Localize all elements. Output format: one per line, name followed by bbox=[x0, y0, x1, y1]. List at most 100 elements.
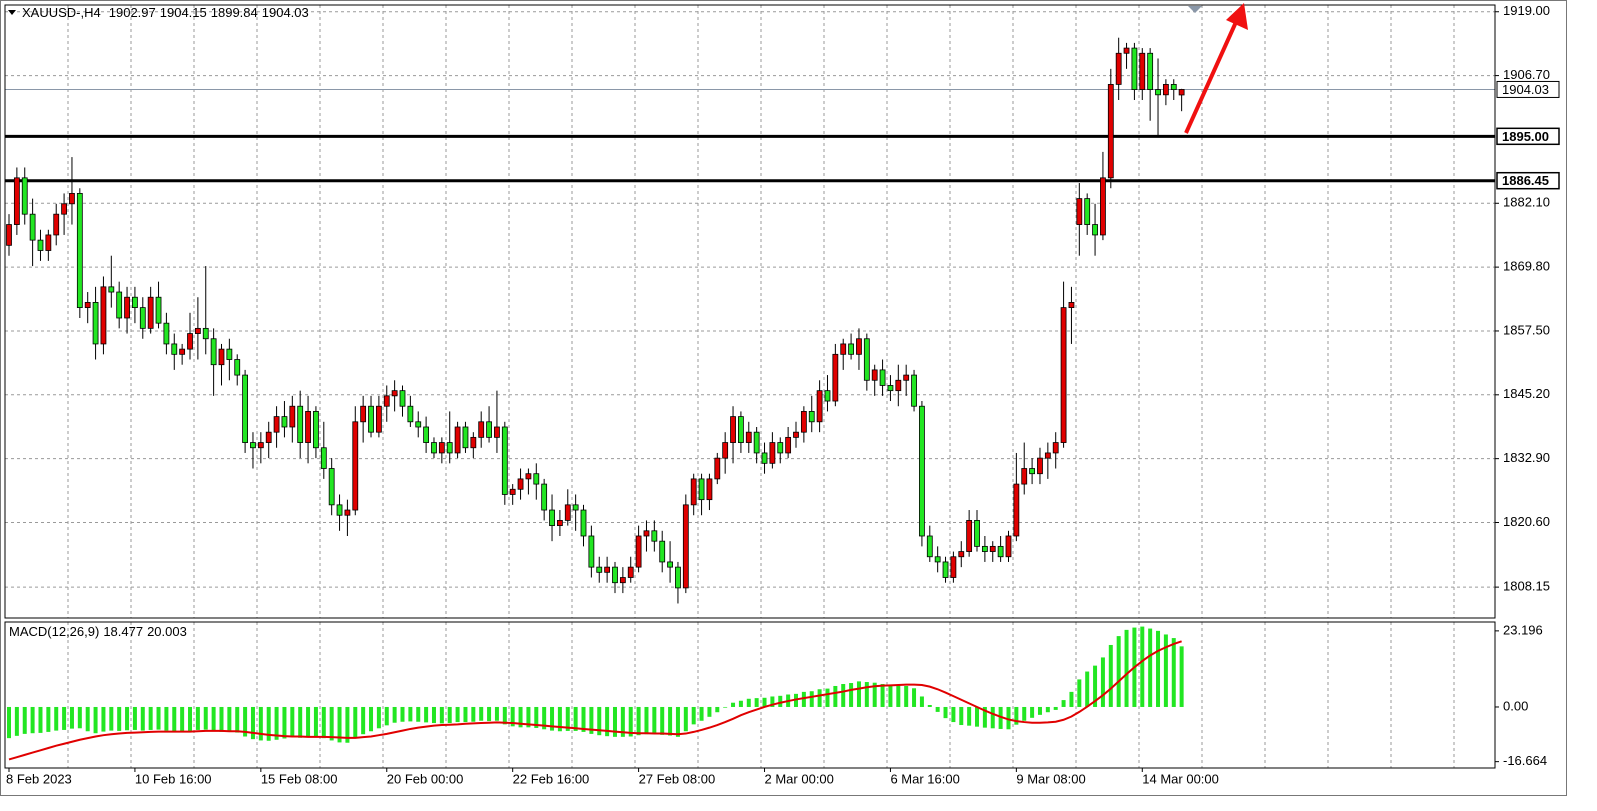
candle-body bbox=[517, 478, 524, 490]
macd-bar bbox=[880, 684, 885, 707]
macd-bar bbox=[990, 706, 995, 729]
candle-body bbox=[777, 442, 784, 454]
macd-bar bbox=[1077, 679, 1082, 707]
candle-body bbox=[919, 405, 925, 537]
candle-body bbox=[966, 520, 973, 552]
candle-body bbox=[572, 504, 579, 511]
level-label: 1886.45 bbox=[1502, 173, 1549, 188]
candle-body bbox=[1115, 52, 1122, 85]
y-tick-label: 1882.10 bbox=[1503, 195, 1550, 210]
macd-bar bbox=[172, 706, 177, 732]
candle-body bbox=[808, 411, 815, 423]
macd-header: MACD(12,26,9) 18.477 20.003 bbox=[9, 624, 187, 639]
macd-bar bbox=[1037, 706, 1042, 715]
macd-bar bbox=[1053, 706, 1058, 710]
candle-body bbox=[1021, 468, 1028, 485]
macd-bar bbox=[951, 706, 956, 723]
candle-body bbox=[942, 561, 949, 578]
macd-bar bbox=[69, 706, 74, 729]
y-tick-label: 23.196 bbox=[1503, 622, 1543, 637]
candle-body bbox=[399, 390, 406, 407]
candle-body bbox=[320, 447, 327, 469]
candle-body bbox=[431, 442, 437, 454]
macd-bar bbox=[864, 682, 869, 707]
price-panel-frame bbox=[4, 4, 1496, 619]
candle-body bbox=[612, 566, 618, 584]
candle-body bbox=[132, 296, 138, 309]
candle-body bbox=[635, 535, 642, 568]
macd-bar bbox=[801, 691, 806, 707]
macd-bar bbox=[597, 706, 602, 736]
macd-bar bbox=[849, 683, 854, 707]
macd-bar bbox=[376, 706, 381, 729]
macd-bar bbox=[180, 706, 185, 732]
candle-body bbox=[1005, 535, 1012, 558]
macd-bar bbox=[1030, 706, 1035, 718]
macd-bar bbox=[439, 706, 444, 724]
candle-body bbox=[407, 405, 414, 423]
macd-bar bbox=[132, 706, 137, 730]
macd-bar bbox=[833, 685, 838, 707]
candle-body bbox=[250, 442, 256, 449]
macd-bar bbox=[282, 706, 287, 739]
menu-triangle[interactable] bbox=[8, 10, 16, 15]
level-label: 1895.00 bbox=[1502, 129, 1549, 144]
macd-bar bbox=[982, 706, 987, 728]
signal-value: 20.003 bbox=[147, 624, 187, 639]
macd-bar bbox=[298, 706, 303, 738]
macd-bar bbox=[274, 706, 279, 740]
candle-body bbox=[147, 296, 154, 329]
candle-body bbox=[328, 468, 335, 506]
macd-bar bbox=[408, 706, 413, 722]
macd-bar bbox=[1156, 630, 1161, 707]
candle-body bbox=[297, 405, 304, 443]
macd-bar bbox=[872, 682, 877, 707]
current-price-label: 1904.03 bbox=[1502, 82, 1549, 97]
candle-body bbox=[352, 421, 359, 511]
macd-bar bbox=[54, 706, 59, 731]
candle-body bbox=[903, 374, 910, 381]
macd-bar bbox=[219, 706, 224, 732]
candle-body bbox=[1100, 177, 1106, 236]
candle-body bbox=[714, 457, 721, 480]
y-tick-label: 1845.20 bbox=[1503, 386, 1550, 401]
candle-body bbox=[761, 452, 768, 464]
candle-body bbox=[738, 416, 744, 443]
candle-body bbox=[643, 530, 650, 537]
macd-bar bbox=[770, 696, 775, 707]
macd-bar bbox=[369, 706, 374, 732]
candle-body bbox=[76, 193, 83, 309]
macd-bar bbox=[313, 706, 318, 737]
macd-bar bbox=[904, 685, 909, 707]
candle-body bbox=[659, 540, 666, 563]
candle-body bbox=[525, 473, 532, 480]
candle-body bbox=[69, 193, 75, 205]
candle-body bbox=[1131, 47, 1138, 91]
candle-body bbox=[1084, 198, 1091, 225]
candle-body bbox=[588, 535, 595, 568]
candle-body bbox=[1052, 442, 1059, 454]
candle-body bbox=[753, 431, 760, 454]
macd-bar bbox=[762, 697, 767, 707]
candle-body bbox=[934, 556, 941, 563]
candle-body bbox=[840, 343, 847, 355]
candle-body bbox=[926, 535, 933, 558]
macd-bar bbox=[235, 706, 240, 733]
candle-body bbox=[1147, 52, 1154, 91]
macd-bar bbox=[935, 706, 940, 712]
candle-body bbox=[832, 353, 839, 402]
macd-bar bbox=[195, 706, 200, 730]
macd-bar bbox=[1163, 634, 1168, 707]
current-price-box bbox=[1496, 80, 1560, 98]
candle-body bbox=[690, 478, 697, 506]
macd-bar bbox=[1085, 671, 1090, 707]
candle-body bbox=[446, 442, 453, 454]
candle-body bbox=[305, 411, 311, 443]
candle-body bbox=[462, 426, 469, 449]
candle-body bbox=[336, 504, 343, 516]
candle-body bbox=[1044, 452, 1051, 459]
candle-body bbox=[1123, 47, 1130, 54]
candle-body bbox=[509, 488, 516, 495]
y-tick-label: -16.664 bbox=[1503, 753, 1547, 768]
candle-body bbox=[604, 566, 611, 573]
